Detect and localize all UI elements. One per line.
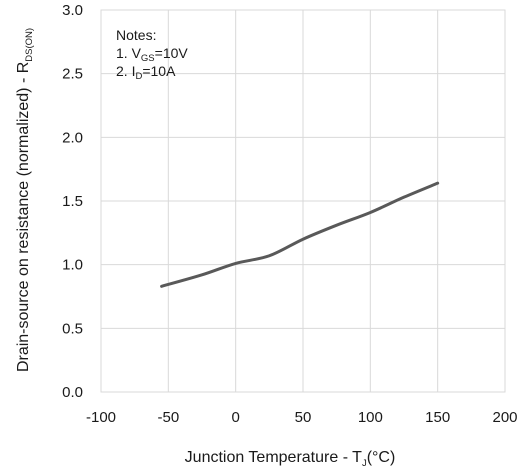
- y-tick-label: 0.5: [62, 320, 83, 337]
- x-tick-label: 150: [425, 409, 450, 426]
- notes-title: Notes:: [116, 27, 156, 43]
- y-tick-label: 1.5: [62, 193, 83, 210]
- x-tick-label: 100: [358, 409, 383, 426]
- x-tick-label: 200: [492, 409, 517, 426]
- y-tick-label: 0.0: [62, 384, 83, 401]
- y-axis-title-main: Drain-source on resistance (normalized) …: [15, 62, 32, 372]
- notes-line-2-suffix: =10A: [142, 63, 176, 79]
- y-tick-label: 2.5: [62, 66, 83, 83]
- notes-line-2-prefix: 2. I: [116, 63, 135, 79]
- x-tick-label: 0: [231, 409, 239, 426]
- notes-line-1-prefix: 1. V: [116, 45, 142, 61]
- notes: Notes: 1. VGS=10V 2. ID=10A: [116, 27, 188, 82]
- notes-line-1: 1. VGS=10V: [116, 45, 188, 64]
- y-axis-title: Drain-source on resistance (normalized) …: [15, 28, 35, 372]
- x-tick-labels: -100 -50 0 50 100 150 200: [86, 409, 518, 426]
- notes-line-1-sub: GS: [141, 53, 155, 64]
- y-tick-label: 2.0: [62, 129, 83, 146]
- x-tick-label: -100: [86, 409, 116, 426]
- notes-line-2: 2. ID=10A: [116, 63, 176, 82]
- x-axis-title-unit: (°C): [367, 449, 396, 466]
- y-tick-label: 3.0: [62, 2, 83, 19]
- plot-frame: [100, 9, 506, 393]
- y-axis-title-sub: DS(ON): [24, 28, 35, 62]
- y-tick-labels: 0.0 0.5 1.0 1.5 2.0 2.5 3.0: [62, 2, 83, 401]
- x-axis-title: Junction Temperature - TJ(°C): [185, 449, 396, 469]
- y-tick-label: 1.0: [62, 257, 83, 274]
- x-tick-label: 50: [295, 409, 312, 426]
- series-group: [160, 181, 440, 288]
- x-tick-label: -50: [157, 409, 179, 426]
- notes-line-2-sub: D: [135, 71, 142, 82]
- x-axis-title-main: Junction Temperature - T: [185, 449, 363, 466]
- plot-border: [100, 9, 506, 393]
- notes-line-1-suffix: =10V: [155, 45, 189, 61]
- series-line: [160, 181, 440, 288]
- x-axis-title-sub: J: [362, 458, 367, 469]
